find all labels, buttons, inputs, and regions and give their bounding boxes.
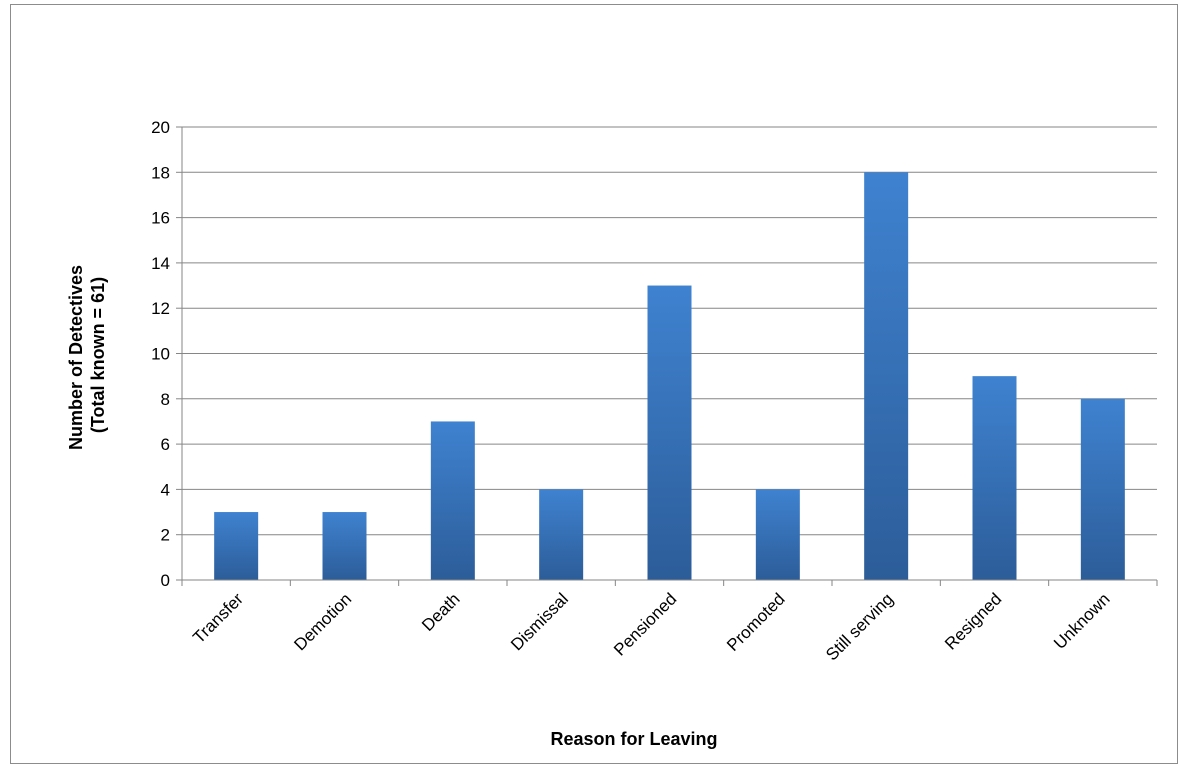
bar-still-serving xyxy=(864,172,909,581)
x-axis-title: Reason for Leaving xyxy=(550,729,717,749)
bar-resigned xyxy=(972,376,1017,580)
y-tick-label: 8 xyxy=(161,390,170,409)
y-tick-label: 0 xyxy=(161,571,170,590)
x-tick-label: Dismissal xyxy=(507,589,572,654)
bar-pensioned xyxy=(647,285,692,580)
y-axis-title: Number of Detectives (Total known = 61) xyxy=(66,260,108,450)
x-tick-label: Pensioned xyxy=(610,589,680,659)
y-tick-label: 14 xyxy=(151,254,170,273)
axes xyxy=(181,127,1158,586)
x-tick-labels: Transfer Demotion Death Dismissal Pensioned P… xyxy=(189,589,1113,664)
y-tick-labels: 0 2 4 6 8 10 12 14 16 18 20 xyxy=(151,118,170,590)
bars xyxy=(214,172,1125,581)
y-tick-label: 10 xyxy=(151,345,170,364)
y-tick-label: 6 xyxy=(161,435,170,454)
bar-dismissal xyxy=(539,489,584,580)
y-tick-label: 16 xyxy=(151,209,170,228)
x-tick-label: Still serving xyxy=(822,589,897,664)
x-tick-label: Demotion xyxy=(290,589,355,654)
x-tick-label: Death xyxy=(418,589,464,635)
bar-death xyxy=(430,421,475,580)
x-tick-label: Resigned xyxy=(941,589,1005,653)
y-axis-title-line-2: (Total known = 61) xyxy=(88,277,108,433)
bar-transfer xyxy=(214,512,259,580)
y-tick-label: 18 xyxy=(151,163,170,182)
bar-demotion xyxy=(322,512,367,580)
y-tick-label: 4 xyxy=(161,480,170,499)
x-tick-label: Unknown xyxy=(1050,589,1114,653)
y-tick-label: 20 xyxy=(151,118,170,137)
y-tick-label: 2 xyxy=(161,526,170,545)
x-tick-label: Transfer xyxy=(189,589,247,647)
y-axis-title-line-1: Number of Detectives xyxy=(66,265,86,450)
x-tick-label: Promoted xyxy=(723,589,789,655)
bar-promoted xyxy=(755,489,800,580)
y-tick-label: 12 xyxy=(151,299,170,318)
bar-unknown xyxy=(1080,398,1125,580)
